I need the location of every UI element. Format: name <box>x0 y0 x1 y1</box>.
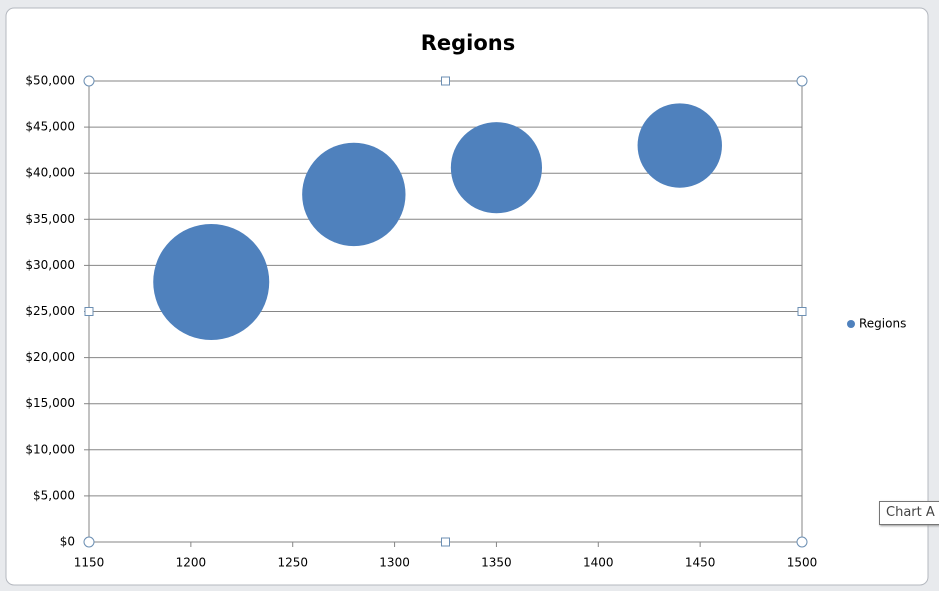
bubble <box>450 122 543 214</box>
y-tick-label: $35,000 <box>25 212 75 226</box>
y-tick-label: $50,000 <box>25 74 75 88</box>
x-tick-label: 1400 <box>583 556 614 570</box>
x-tick-label: 1150 <box>74 556 105 570</box>
selection-handle <box>84 307 94 316</box>
y-tick-label: $10,000 <box>25 442 75 456</box>
legend-label: Regions <box>859 317 906 331</box>
bubble <box>302 142 406 247</box>
y-tick-label: $0 <box>60 535 75 549</box>
selection-handle <box>83 536 95 548</box>
selection-handle <box>796 536 808 548</box>
x-tick-label: 1200 <box>176 556 207 570</box>
y-tick-label: $30,000 <box>25 258 75 272</box>
x-tick-label: 1500 <box>787 556 818 570</box>
bubble <box>153 223 270 340</box>
x-tick-label: 1450 <box>685 556 716 570</box>
bubble <box>637 103 722 188</box>
selection-handle <box>83 75 95 87</box>
y-tick-label: $40,000 <box>25 166 75 180</box>
selection-handle <box>441 76 450 86</box>
y-tick-label: $45,000 <box>25 120 75 134</box>
tooltip: Chart A <box>879 501 939 525</box>
selection-handle <box>796 75 808 87</box>
x-tick-label: 1350 <box>481 556 512 570</box>
legend-marker <box>847 320 855 328</box>
x-tick-label: 1250 <box>277 556 308 570</box>
y-tick-label: $25,000 <box>25 304 75 318</box>
x-tick-label: 1300 <box>379 556 410 570</box>
y-tick-label: $15,000 <box>25 396 75 410</box>
selection-handle <box>441 537 450 547</box>
selection-handle <box>797 307 807 316</box>
chart-area[interactable] <box>5 7 929 586</box>
y-tick-label: $5,000 <box>33 488 75 502</box>
y-tick-label: $20,000 <box>25 350 75 364</box>
chart-title: Regions <box>421 31 516 55</box>
